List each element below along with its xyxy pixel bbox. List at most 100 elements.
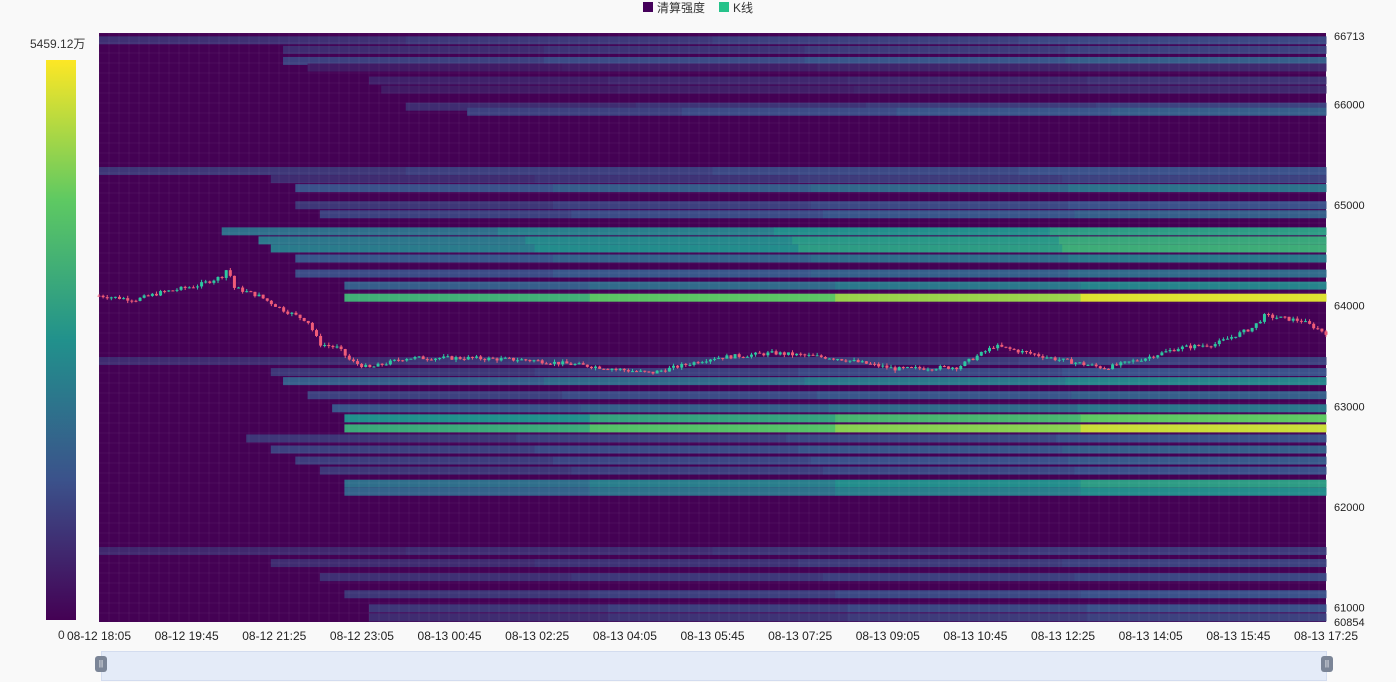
candle-body (1074, 362, 1078, 364)
heat-band-19-seg-3 (1080, 293, 1327, 302)
candle-body (446, 356, 450, 358)
candle-body (187, 287, 191, 289)
candle-body (651, 371, 655, 374)
candle-body (635, 371, 639, 373)
datazoom-slider[interactable] (101, 651, 1327, 681)
candle-body (1221, 339, 1225, 341)
candle-body (113, 296, 117, 298)
candle-body (762, 353, 766, 356)
heat-band-11-seg-3 (1068, 201, 1327, 210)
candle-body (1065, 358, 1069, 360)
heat-band-31-seg-3 (1080, 479, 1327, 488)
candle-body (639, 370, 643, 372)
heat-band-30-seg-1 (571, 466, 824, 475)
candle-body (1308, 321, 1312, 324)
heat-band-10-seg-2 (810, 184, 1069, 193)
heat-band-35-seg-2 (822, 573, 1075, 582)
candle-body (442, 356, 446, 359)
datazoom-left-handle[interactable]: || (95, 656, 107, 672)
candle-body (360, 363, 364, 368)
y-tick-label-60854: 60854 (1334, 617, 1365, 629)
heat-band-1-seg-0 (283, 45, 545, 54)
candle-body (1082, 362, 1086, 365)
candle-body (778, 352, 782, 355)
heat-band-26-seg-2 (835, 424, 1082, 433)
candle-body (1020, 350, 1024, 353)
heat-band-27-seg-2 (786, 434, 1057, 443)
candle-body (1024, 350, 1028, 352)
candle-body (511, 357, 515, 361)
datazoom-right-handle[interactable]: || (1321, 656, 1333, 672)
candle-body (1254, 323, 1258, 328)
candle-body (622, 368, 626, 371)
heat-band-28-seg-0 (270, 445, 536, 454)
candle-body (1172, 350, 1176, 352)
heat-band-20-seg-1 (405, 357, 713, 366)
candle-body (581, 363, 585, 365)
heat-band-37-seg-3 (1086, 604, 1327, 613)
candle-body (466, 356, 470, 360)
candle-body (544, 363, 548, 365)
candle-body (577, 363, 581, 365)
heat-band-16-seg-2 (810, 254, 1069, 263)
heat-band-24-seg-3 (1077, 404, 1327, 413)
x-tick-label-14: 08-13 17:25 (1294, 629, 1358, 643)
heat-band-33-seg-3 (1019, 547, 1327, 556)
candle-body (97, 295, 101, 297)
x-tick-label-12: 08-13 14:05 (1119, 629, 1183, 643)
heat-band-22-seg-0 (283, 377, 545, 386)
candle-body (507, 357, 511, 359)
y-tick-label-62000: 62000 (1334, 502, 1365, 514)
candle-body (520, 359, 524, 361)
candle-body (425, 359, 429, 361)
heat-band-13-seg-2 (773, 227, 1051, 236)
visualmap-min-label: 0 (58, 628, 65, 642)
candle-body (877, 363, 881, 367)
candle-body (688, 364, 692, 366)
candle-body (1295, 318, 1299, 321)
heat-band-36-seg-2 (835, 590, 1082, 599)
candle-body (704, 361, 708, 363)
candle-body (392, 359, 396, 361)
candle-body (700, 362, 704, 364)
candle-body (844, 360, 848, 362)
candle-body (171, 290, 175, 292)
visualmap-color-bar[interactable] (46, 60, 76, 620)
candle-body (630, 371, 634, 373)
legend-item-liquidation-intensity[interactable]: 清算强度 (642, 0, 705, 16)
candle-body (815, 355, 819, 357)
candle-body (483, 359, 487, 361)
x-tick-label-13: 08-13 15:45 (1206, 629, 1270, 643)
candle-body (528, 360, 532, 362)
candle-body (1135, 360, 1139, 362)
candle-body (462, 358, 466, 360)
legend-item-kline[interactable]: K线 (719, 0, 753, 16)
heat-band-10-seg-0 (295, 184, 554, 193)
heat-band-3-seg-0 (307, 63, 563, 72)
candle-body (290, 312, 294, 314)
candle-body (889, 367, 893, 369)
x-tick-label-9: 08-13 09:05 (856, 629, 920, 643)
x-tick-label-1: 08-12 19:45 (155, 629, 219, 643)
candle-body (942, 366, 946, 368)
heat-band-2-seg-0 (283, 56, 545, 65)
heat-band-36-seg-3 (1080, 590, 1327, 599)
candle-body (249, 291, 253, 293)
heat-band-38-seg-3 (1086, 613, 1327, 622)
candle-body (1078, 362, 1082, 364)
heat-band-32-seg-2 (835, 487, 1082, 496)
heat-band-1-seg-1 (543, 45, 806, 54)
candle-body (643, 370, 647, 372)
candle-body (163, 291, 167, 293)
candle-body (996, 344, 1000, 349)
heat-band-14-seg-0 (258, 236, 526, 245)
candle-body (434, 358, 438, 360)
candle-body (195, 286, 199, 288)
heat-band-2-seg-3 (1065, 56, 1327, 65)
heat-band-38-seg-0 (368, 613, 609, 622)
heat-band-9-seg-1 (534, 175, 799, 184)
candle-body (647, 371, 651, 373)
heat-band-15-seg-1 (534, 244, 799, 253)
candle-body (212, 280, 216, 283)
candle-body (1316, 328, 1320, 330)
